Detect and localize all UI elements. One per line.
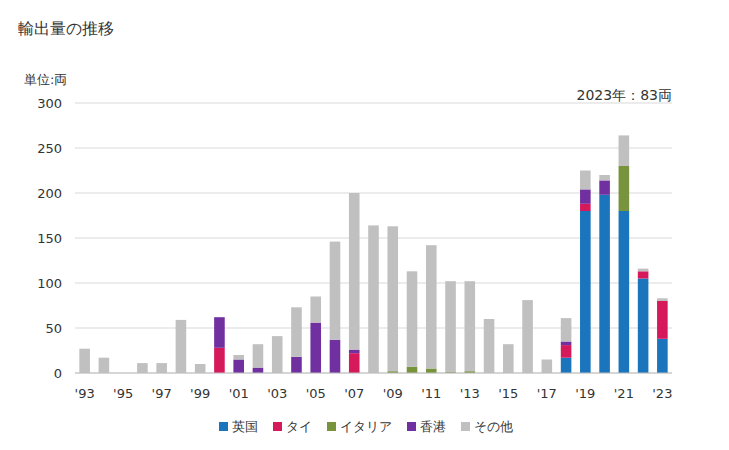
bar-segment (426, 369, 437, 374)
x-tick-label: '95 (113, 386, 133, 401)
bar-segment (349, 353, 360, 373)
bar-segment (638, 279, 649, 374)
bar-segment (349, 193, 360, 350)
bar-segment (619, 135, 630, 166)
bar-segment (214, 317, 225, 348)
bar-segment (253, 344, 264, 367)
bar-segment (310, 297, 321, 323)
bar-segment (387, 226, 398, 371)
x-axis (75, 373, 672, 374)
bar-segment (638, 269, 649, 272)
bar-segment (407, 367, 418, 373)
bar-segment (580, 171, 591, 190)
bar-segment (580, 204, 591, 211)
bar-segment (445, 281, 456, 372)
y-tick-label: 50 (45, 321, 62, 336)
x-tick-label: '09 (383, 386, 403, 401)
bar-segment (619, 166, 630, 211)
bar-segment (330, 340, 341, 373)
legend-swatch (461, 422, 470, 431)
x-tick-label: '05 (306, 386, 326, 401)
bar-segment (330, 242, 341, 340)
bar-segment (580, 211, 591, 373)
bar-segment (233, 355, 244, 360)
bar-segment (580, 189, 591, 203)
bar-segment (426, 245, 437, 368)
legend-label: 香港 (420, 419, 446, 434)
x-tick-label: '97 (152, 386, 172, 401)
legend-label: タイ (286, 419, 312, 434)
legend: 英国 タイ イタリア 香港 その他 (219, 419, 513, 434)
x-tick-label: '17 (537, 386, 557, 401)
bar-segment (195, 364, 206, 373)
y-tick-label: 0 (54, 366, 62, 381)
bar-segment (561, 342, 572, 346)
legend-label: 英国 (232, 419, 258, 434)
bar-segment (657, 298, 668, 301)
x-tick-label: '21 (614, 386, 634, 401)
bar-segment (349, 350, 360, 354)
x-tick-label: '01 (229, 386, 249, 401)
y-tick-label: 100 (37, 276, 62, 291)
bar-segment (638, 271, 649, 278)
bar-segment (599, 195, 610, 373)
bar-segment (561, 318, 572, 341)
bars (79, 135, 667, 373)
y-tick-label: 300 (37, 96, 62, 111)
title: 輸出量の推移 (18, 19, 114, 38)
x-tick-label: '11 (421, 386, 441, 401)
y-label: 単位:両 (24, 72, 67, 87)
x-tick-label: '99 (190, 386, 210, 401)
bar-segment (561, 358, 572, 373)
bar-segment (233, 360, 244, 374)
grid-line (75, 148, 672, 149)
x-tick-label: '23 (652, 386, 672, 401)
bar-segment (214, 348, 225, 373)
y-tick-label: 150 (37, 231, 62, 246)
x-tick-label: '93 (75, 386, 95, 401)
legend-swatch (219, 422, 228, 431)
y-tick-label: 200 (37, 186, 62, 201)
bar-segment (291, 307, 302, 357)
bar-segment (503, 344, 514, 373)
bar-segment (79, 349, 90, 373)
bar-segment (291, 357, 302, 373)
x-tick-label: '07 (344, 386, 364, 401)
legend-swatch (327, 422, 336, 431)
legend-swatch (273, 422, 282, 431)
bar-segment (619, 211, 630, 373)
bar-segment (137, 363, 148, 373)
annotation: 2023年：83両 (577, 87, 672, 103)
bar-segment (484, 319, 495, 373)
chart: 輸出量の推移単位:両 2023年：83両 0 50 100 150 200 250 300 '93… (0, 0, 729, 450)
bar-segment (657, 301, 668, 339)
bar-segment (176, 320, 187, 373)
bar-segment (214, 317, 225, 318)
x-tick-label: '19 (575, 386, 595, 401)
bar-segment (99, 358, 110, 373)
bar-segment (310, 323, 321, 373)
bar-segment (542, 360, 553, 374)
bar-segment (272, 336, 283, 373)
grid-line (75, 103, 672, 104)
legend-swatch (407, 422, 416, 431)
y-tick-label: 250 (37, 141, 62, 156)
bar-segment (599, 180, 610, 194)
grid-line (75, 373, 672, 374)
bar-segment (156, 363, 167, 373)
bar-segment (407, 271, 418, 366)
x-tick-label: '03 (267, 386, 287, 401)
bar-segment (464, 281, 475, 371)
bar-segment (253, 368, 264, 373)
bar-segment (599, 175, 610, 180)
bar-segment (561, 345, 572, 358)
x-tick-label: '15 (498, 386, 518, 401)
legend-label: その他 (474, 419, 513, 434)
bar-segment (657, 339, 668, 373)
x-tick-label: '13 (460, 386, 480, 401)
bar-segment (522, 300, 533, 373)
legend-label: イタリア (340, 419, 392, 434)
bar-segment (368, 225, 379, 373)
